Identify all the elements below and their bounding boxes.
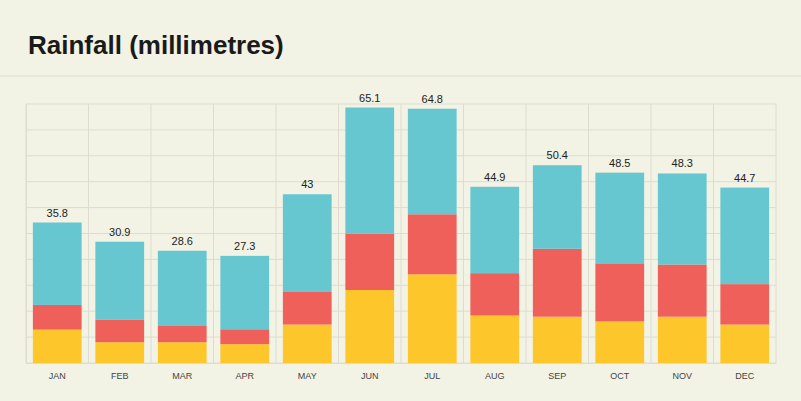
grid-line-vertical	[526, 104, 527, 363]
x-tick-label: SEP	[548, 371, 566, 381]
bar-segment	[95, 242, 144, 320]
grid-line-vertical	[776, 104, 777, 363]
bar-segment	[345, 290, 394, 363]
x-tick: DEC	[735, 363, 755, 381]
x-tick: JUL	[424, 363, 440, 381]
bar-segment	[408, 214, 457, 274]
total-label: 65.1	[359, 92, 380, 104]
x-tick: MAY	[298, 363, 317, 381]
x-tick-label: JUN	[361, 371, 379, 381]
bar-segment	[33, 330, 82, 363]
bar-segment	[33, 305, 82, 330]
grid-line-vertical	[151, 104, 152, 363]
total-label: 48.5	[609, 157, 630, 169]
total-label: 35.8	[47, 207, 68, 219]
bar-segment	[95, 342, 144, 363]
y-axis	[26, 105, 28, 364]
x-tick-label: OCT	[610, 371, 630, 381]
grid-line-vertical	[88, 104, 89, 363]
series	[33, 108, 769, 330]
x-tick-label: NOV	[672, 371, 692, 381]
bar-segment	[533, 317, 582, 363]
x-tick-label: JUL	[424, 371, 440, 381]
bar-segment	[158, 325, 207, 342]
x-tick: MAR	[172, 363, 193, 381]
bar-segment	[283, 194, 332, 292]
bar-segment	[595, 173, 644, 264]
background	[0, 0, 801, 401]
bar-segment	[470, 187, 519, 273]
title: Rainfall (millimetres)	[28, 30, 284, 60]
x-tick-label: FEB	[111, 371, 129, 381]
bar-segment	[95, 319, 144, 342]
bar-segment	[658, 173, 707, 264]
x-tick: AUG	[485, 363, 505, 381]
total-label: 30.9	[109, 226, 130, 238]
x-tick: JUN	[361, 363, 379, 381]
grid-line-vertical	[463, 104, 464, 363]
grid-line-vertical	[213, 104, 214, 363]
bar-segment	[220, 329, 269, 344]
total-label: 64.8	[422, 93, 443, 105]
x-tick-label: MAR	[172, 371, 193, 381]
x-tick-label: AUG	[485, 371, 505, 381]
plot: 35.8 30.9 28.6 27.3 43 65.1 64.8 44.9 50.4 48.5 48…	[26, 92, 777, 382]
x-tick: APR	[235, 363, 254, 381]
x-axis-line	[27, 363, 777, 364]
bar-segment	[470, 316, 519, 363]
x-tick-label: DEC	[735, 371, 755, 381]
bar-segment	[595, 263, 644, 321]
bar-segment	[720, 188, 769, 285]
total-label: 50.4	[547, 149, 568, 161]
x-tick: SEP	[548, 363, 566, 381]
total-label: 44.9	[484, 171, 505, 183]
bar-segment	[283, 292, 332, 325]
bar-segment	[158, 251, 207, 326]
bar-segment	[408, 274, 457, 363]
bar-segment	[345, 234, 394, 290]
bar-segment	[33, 223, 82, 305]
grid-line-vertical	[588, 104, 589, 363]
bar-segment	[658, 265, 707, 317]
total-label: 27.3	[234, 240, 255, 252]
x-tick-label: JAN	[49, 371, 66, 381]
total-label: 48.3	[672, 157, 693, 169]
x-tick: NOV	[672, 363, 692, 381]
separator	[0, 76, 801, 77]
x-tick: JAN	[49, 363, 66, 381]
bars	[33, 108, 769, 363]
grid	[26, 104, 776, 363]
grid-line-vertical	[401, 104, 402, 363]
bar-segment	[345, 108, 394, 234]
bar-segment	[220, 256, 269, 329]
x-tick: OCT	[610, 363, 630, 381]
x-tick: FEB	[111, 363, 129, 381]
grid-line-vertical	[651, 104, 652, 363]
total-label: 44.7	[734, 172, 755, 184]
total-label: 28.6	[172, 235, 193, 247]
y-axis-line	[26, 105, 27, 364]
bar-segment	[533, 165, 582, 249]
x-tick-label: MAY	[298, 371, 317, 381]
grid-line-vertical	[713, 104, 714, 363]
bar-segment	[220, 344, 269, 363]
grid-line-vertical	[276, 104, 277, 363]
total-labels: 35.8 30.9 28.6 27.3 43 65.1 64.8 44.9 50.4 48.5 48…	[47, 92, 756, 252]
bar-segment	[158, 342, 207, 363]
bar-segment	[283, 325, 332, 363]
bar-segment	[720, 284, 769, 324]
total-label: 43	[301, 178, 313, 190]
bar-segment	[720, 325, 769, 363]
x-axis: JAN FEB MAR APR MAY JUN JUL AUG SEP OCT NOV DEC	[27, 363, 777, 381]
bar-segment	[470, 273, 519, 315]
grid-line-vertical	[26, 104, 27, 363]
bar-segment	[595, 321, 644, 363]
bar-segment	[408, 109, 457, 215]
bar-segment	[533, 249, 582, 317]
grid-line-vertical	[338, 104, 339, 363]
bar-segment	[658, 317, 707, 363]
chart: Rainfall (millimetres) 35.8 30.9 28.6 27.3 43…	[0, 0, 801, 401]
x-tick-label: APR	[235, 371, 254, 381]
